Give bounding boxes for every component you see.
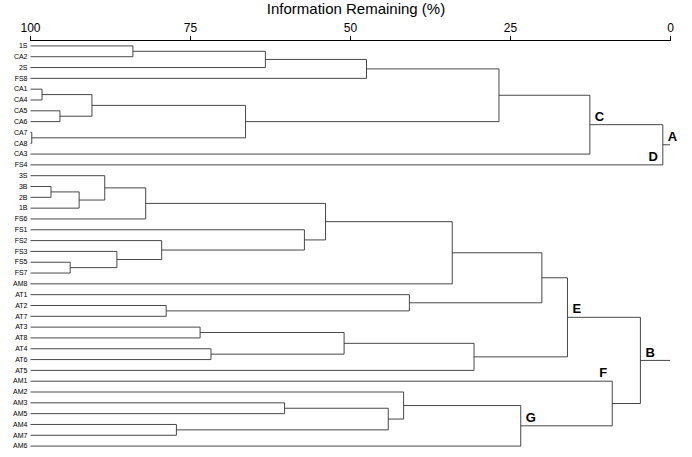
svg-text:FS7: FS7: [15, 269, 28, 276]
svg-text:AM7: AM7: [13, 432, 28, 439]
svg-text:AT1: AT1: [15, 291, 27, 298]
svg-text:AM4: AM4: [13, 421, 28, 428]
svg-text:F: F: [599, 365, 607, 380]
svg-text:3S: 3S: [19, 172, 28, 179]
svg-text:CA4: CA4: [14, 96, 28, 103]
svg-text:AT4: AT4: [15, 345, 27, 352]
svg-text:2B: 2B: [19, 194, 28, 201]
svg-text:AT5: AT5: [15, 367, 27, 374]
svg-text:E: E: [572, 301, 581, 316]
svg-text:B: B: [645, 345, 654, 360]
svg-text:C: C: [595, 109, 605, 124]
svg-text:3B: 3B: [19, 183, 28, 190]
svg-text:25: 25: [504, 21, 518, 35]
svg-text:FS8: FS8: [15, 75, 28, 82]
svg-text:2S: 2S: [19, 64, 28, 71]
svg-text:100: 100: [20, 21, 40, 35]
svg-text:1B: 1B: [19, 204, 28, 211]
svg-text:D: D: [648, 149, 657, 164]
svg-text:FS5: FS5: [15, 258, 28, 265]
svg-text:FS1: FS1: [15, 226, 28, 233]
svg-text:AT3: AT3: [15, 323, 27, 330]
svg-text:CA6: CA6: [14, 118, 28, 125]
svg-text:A: A: [668, 129, 678, 144]
svg-text:FS6: FS6: [15, 215, 28, 222]
svg-text:CA7: CA7: [14, 129, 28, 136]
svg-text:AM5: AM5: [13, 410, 28, 417]
svg-text:AT6: AT6: [15, 356, 27, 363]
svg-text:0: 0: [667, 21, 674, 35]
svg-text:AM2: AM2: [13, 388, 28, 395]
svg-text:FS4: FS4: [15, 161, 28, 168]
svg-text:CA8: CA8: [14, 139, 28, 146]
svg-text:AM6: AM6: [13, 442, 28, 449]
svg-text:AT8: AT8: [15, 334, 27, 341]
svg-text:CA3: CA3: [14, 150, 28, 157]
html-text:Information Remaining (%): Information Remaining (%): [266, 0, 446, 17]
svg-text:AM1: AM1: [13, 377, 28, 384]
svg-text:FS2: FS2: [15, 237, 28, 244]
svg-text:CA1: CA1: [14, 85, 28, 92]
svg-text:1S: 1S: [19, 42, 28, 49]
svg-text:AT7: AT7: [15, 313, 27, 320]
svg-text:AM3: AM3: [13, 399, 28, 406]
svg-text:AT2: AT2: [15, 302, 27, 309]
svg-text:50: 50: [344, 21, 358, 35]
svg-text:AM8: AM8: [13, 280, 28, 287]
svg-text:FS3: FS3: [15, 248, 28, 255]
svg-text:CA2: CA2: [14, 53, 28, 60]
svg-text:75: 75: [184, 21, 198, 35]
svg-text:G: G: [526, 410, 536, 425]
svg-text:CA5: CA5: [14, 107, 28, 114]
